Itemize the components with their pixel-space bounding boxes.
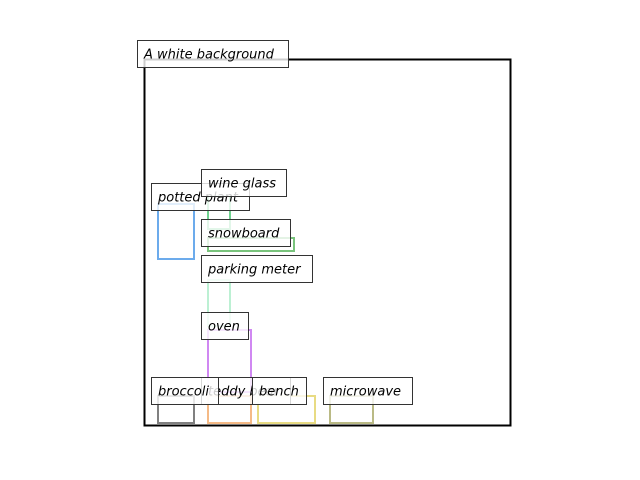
labels: A white background potted plant wine gla…: [137, 40, 413, 405]
label-text-microwave: microwave: [330, 385, 401, 400]
label-broccoli: broccoli: [151, 377, 219, 405]
label-text-bench: bench: [259, 385, 299, 400]
label-canvas: A white background: [137, 40, 289, 68]
label-text-wine-glass: wine glass: [208, 177, 276, 192]
box-potted-plant: [157, 203, 195, 260]
label-text-oven: oven: [208, 320, 240, 335]
label-text-parking-meter: parking meter: [207, 263, 302, 278]
label-text-snowboard: snowboard: [208, 227, 280, 242]
label-parking-meter: parking meter: [201, 255, 313, 283]
label-text-broccoli: broccoli: [158, 385, 209, 400]
label-text-canvas: A white background: [143, 48, 275, 63]
label-snowboard: snowboard: [201, 219, 291, 247]
label-oven: oven: [201, 312, 249, 340]
label-bench: bench: [252, 377, 307, 405]
canvas-frame: [143, 58, 512, 427]
label-microwave: microwave: [323, 377, 413, 405]
label-wine-glass: wine glass: [201, 169, 287, 197]
